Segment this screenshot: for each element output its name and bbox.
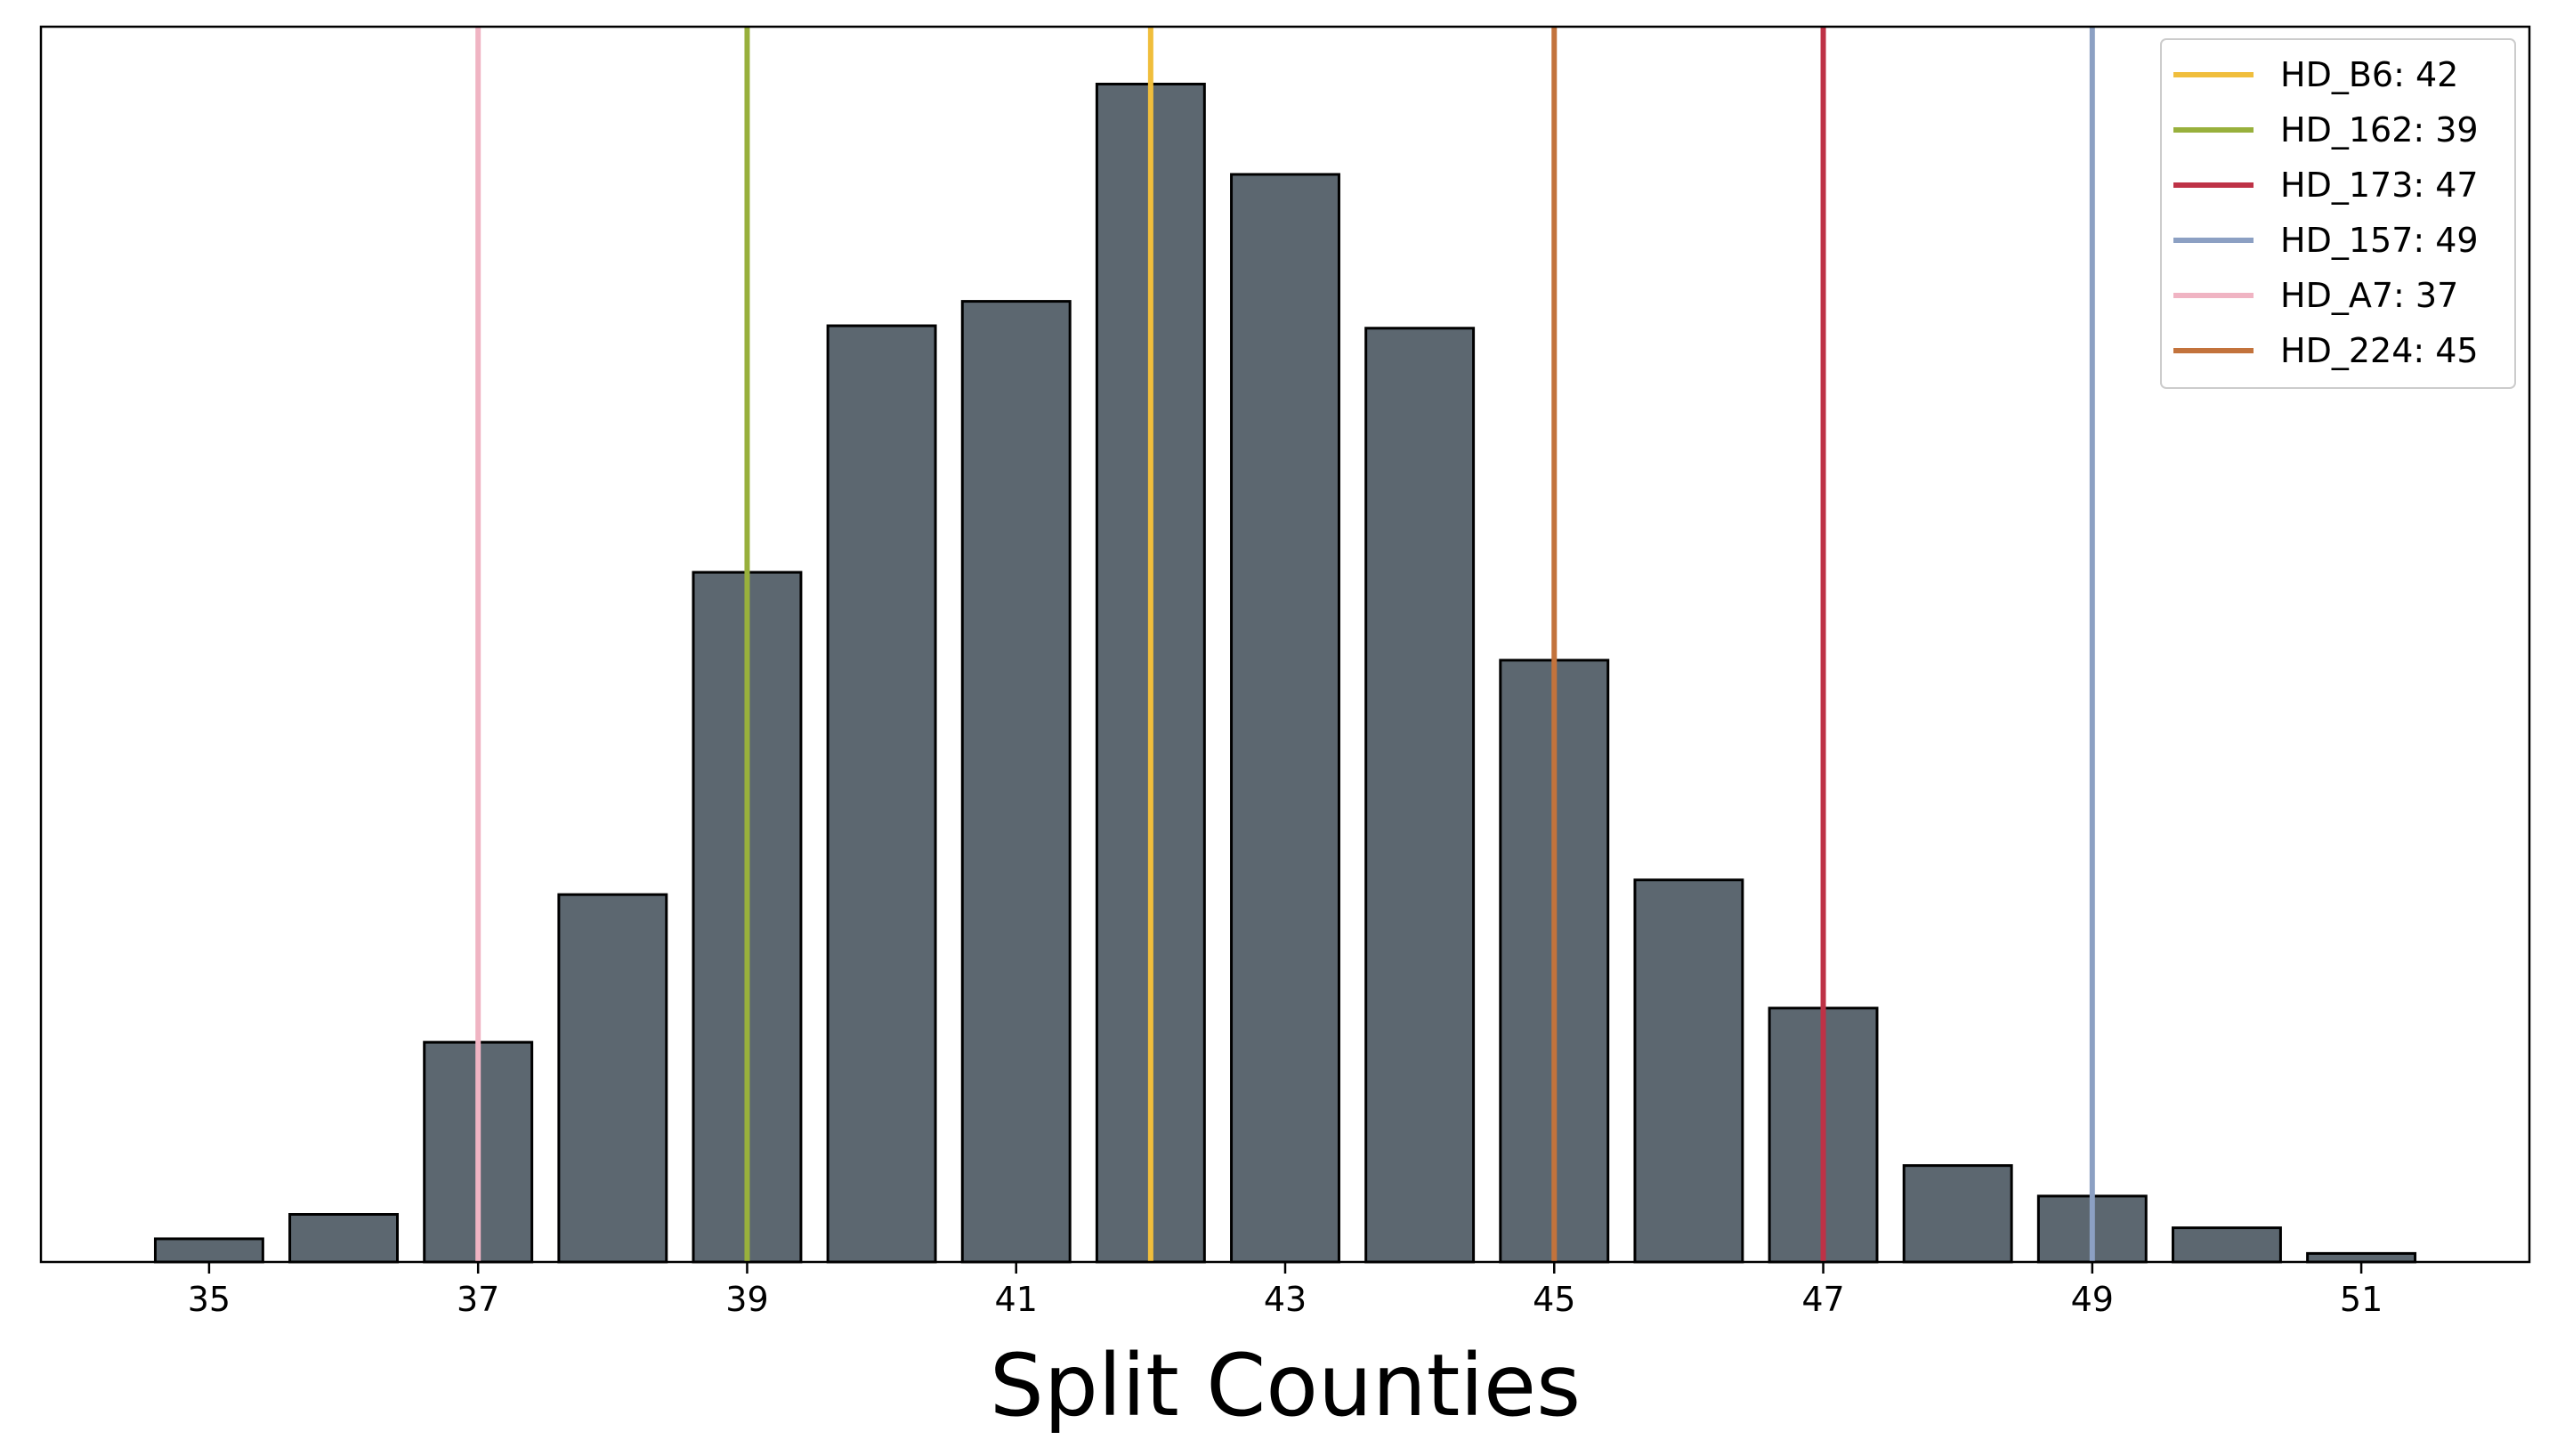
x-tick-label-37: 37 — [457, 1280, 499, 1319]
x-axis-label: Split Counties — [990, 1336, 1581, 1436]
legend-label-2: HD_173: 47 — [2280, 166, 2479, 205]
legend-label-5: HD_224: 45 — [2280, 331, 2479, 370]
x-ticks-group: 35 37 39 41 43 45 47 49 51 — [188, 1262, 2383, 1319]
bar-41 — [960, 300, 1072, 1264]
legend-label-4: HD_A7: 37 — [2280, 276, 2458, 315]
x-tick-label-45: 45 — [1533, 1280, 1575, 1319]
bar-40 — [826, 324, 937, 1264]
bar-50 — [2171, 1226, 2282, 1264]
legend: HD_B6: 42 HD_162: 39 HD_173: 47 HD_157: 49 H… — [2160, 38, 2516, 389]
bar-48 — [1902, 1164, 2013, 1264]
bar-35 — [153, 1237, 264, 1264]
x-tick-label-43: 43 — [1264, 1280, 1307, 1319]
bar-44 — [1364, 327, 1476, 1264]
x-tick-label-41: 41 — [995, 1280, 1038, 1319]
bar-51 — [2306, 1251, 2417, 1264]
x-tick-label-51: 51 — [2340, 1280, 2383, 1319]
reference-lines-group — [475, 27, 2095, 1262]
bar-46 — [1633, 878, 1744, 1264]
legend-label-0: HD_B6: 42 — [2280, 55, 2458, 94]
bar-38 — [557, 893, 668, 1264]
bar-43 — [1230, 173, 1340, 1264]
legend-box — [2160, 38, 2516, 389]
bar-36 — [288, 1213, 400, 1264]
x-tick-label-47: 47 — [1801, 1280, 1844, 1319]
x-tick-label-49: 49 — [2071, 1280, 2114, 1319]
bars-group — [153, 82, 2417, 1264]
legend-label-3: HD_157: 49 — [2280, 221, 2479, 260]
x-tick-label-35: 35 — [188, 1280, 231, 1319]
legend-label-1: HD_162: 39 — [2280, 110, 2479, 150]
x-tick-label-39: 39 — [725, 1280, 768, 1319]
